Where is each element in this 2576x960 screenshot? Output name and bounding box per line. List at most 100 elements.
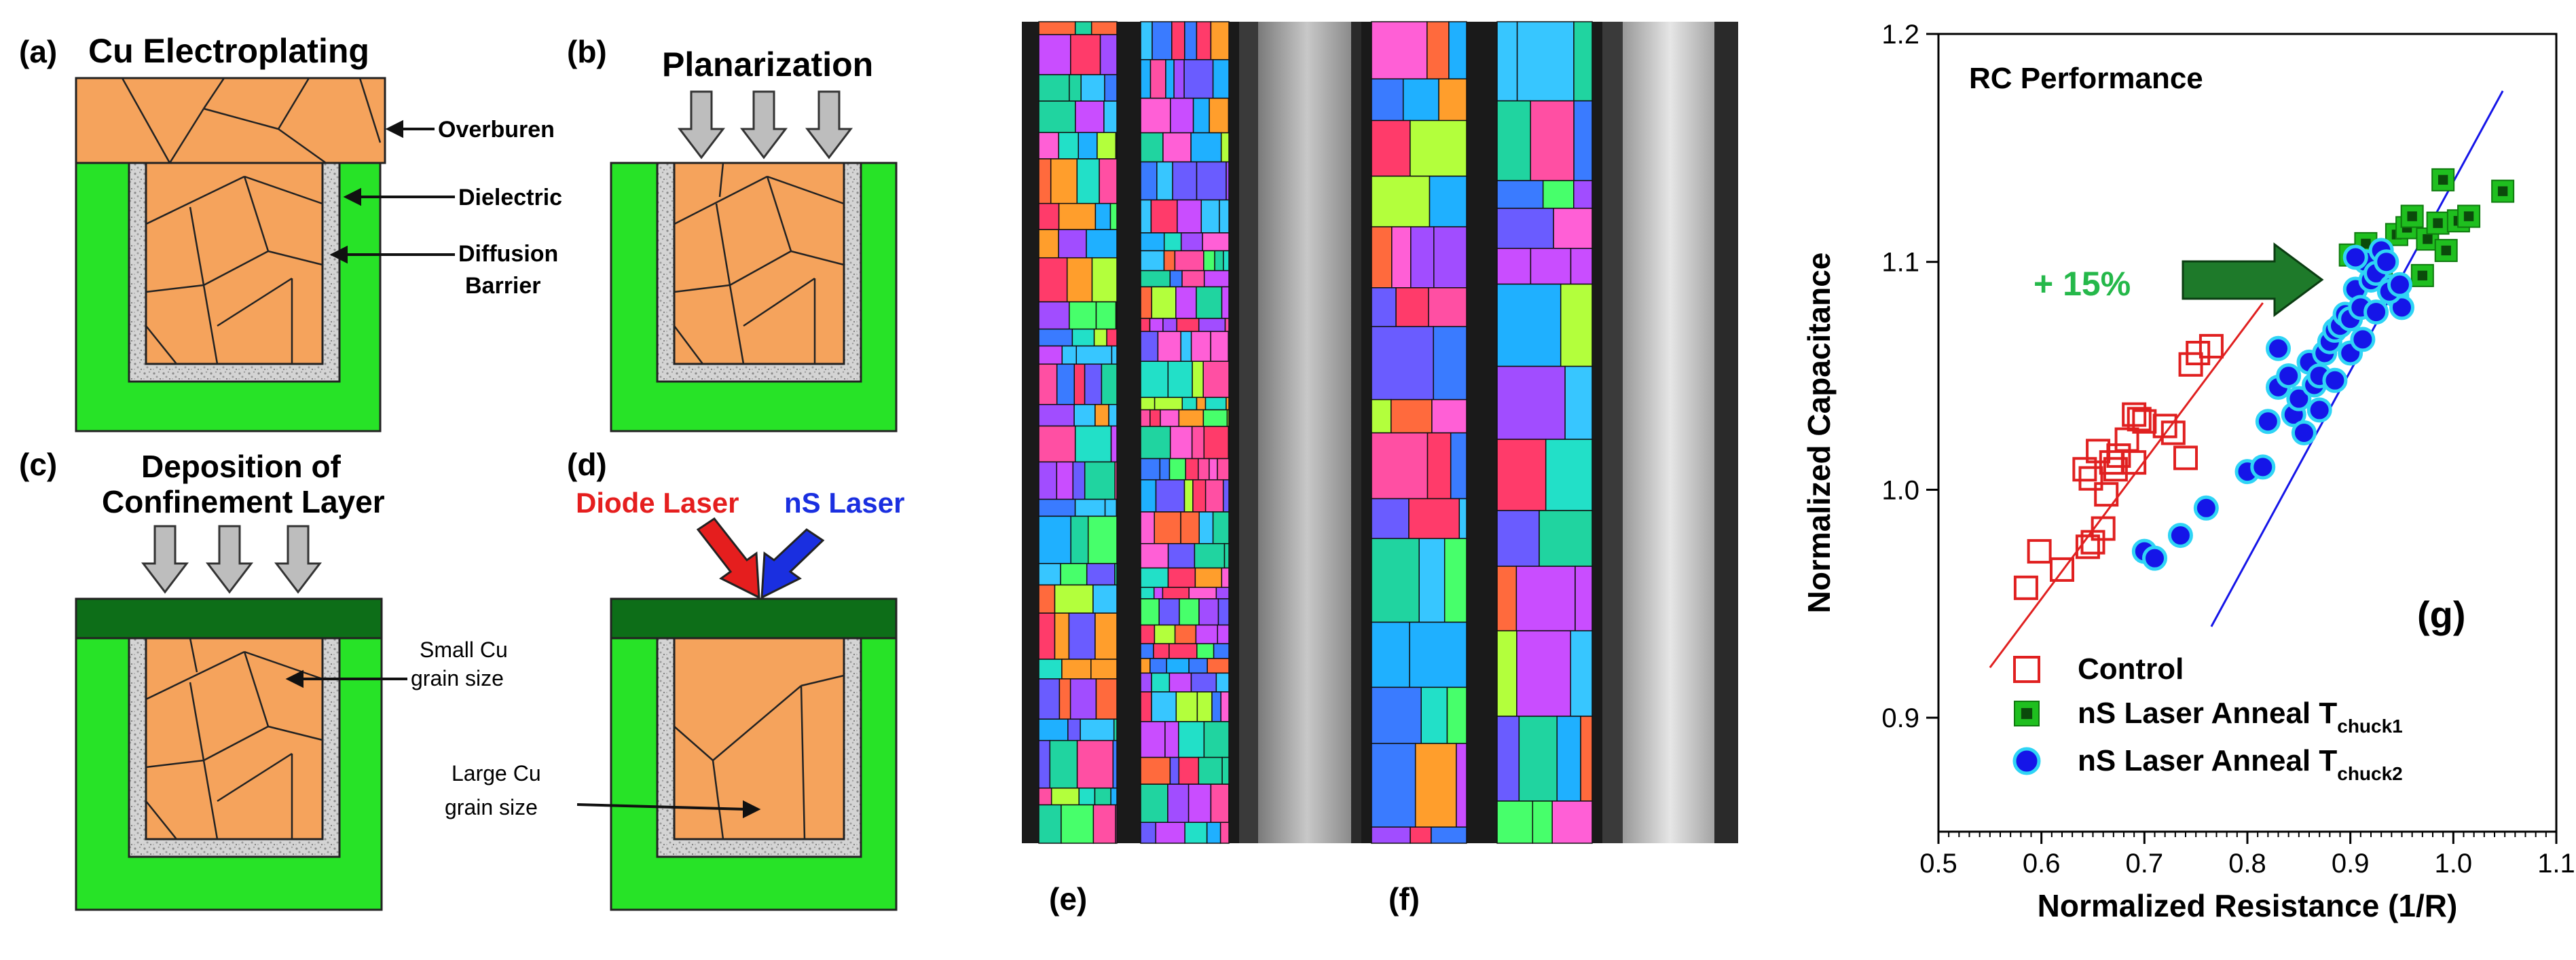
grain bbox=[1194, 544, 1224, 568]
grain bbox=[1111, 426, 1117, 462]
grain bbox=[1094, 329, 1107, 346]
grain bbox=[1075, 500, 1105, 517]
grain bbox=[1372, 433, 1428, 499]
grain bbox=[1215, 251, 1223, 270]
grain bbox=[1185, 22, 1197, 60]
grain bbox=[1162, 587, 1189, 599]
grain bbox=[1077, 159, 1099, 204]
grain bbox=[1088, 516, 1117, 564]
grain bbox=[1169, 644, 1197, 659]
grain bbox=[1182, 397, 1196, 409]
grain bbox=[1078, 741, 1114, 788]
grain bbox=[1216, 673, 1229, 692]
grain bbox=[1185, 459, 1198, 480]
grain bbox=[1141, 692, 1152, 722]
grain bbox=[1177, 200, 1202, 234]
grain bbox=[1160, 410, 1179, 427]
grain bbox=[1141, 625, 1154, 644]
grain bbox=[1212, 692, 1221, 722]
panel-f-letter: (f) bbox=[1388, 881, 1420, 917]
grain bbox=[1075, 426, 1111, 462]
grain bbox=[1396, 288, 1429, 327]
grain bbox=[1159, 599, 1179, 625]
grain bbox=[1165, 722, 1179, 758]
grain bbox=[1141, 822, 1156, 843]
grain bbox=[1095, 405, 1109, 426]
grain bbox=[1095, 613, 1117, 659]
grain bbox=[1111, 346, 1117, 365]
grain bbox=[1164, 251, 1175, 270]
grain bbox=[1114, 719, 1117, 741]
legend-subscript: chuck1 bbox=[2337, 716, 2403, 737]
dielectric-label: Dielectric bbox=[458, 185, 562, 210]
grain bbox=[1039, 613, 1055, 659]
panel-c: (c) Deposition of Confinement Layer bbox=[19, 447, 508, 910]
grain bbox=[1067, 258, 1092, 302]
grain bbox=[1181, 331, 1192, 361]
grain bbox=[1209, 459, 1217, 480]
grain bbox=[1410, 121, 1467, 177]
grain bbox=[1372, 327, 1433, 400]
grain bbox=[1204, 251, 1215, 270]
grain bbox=[1192, 426, 1204, 458]
grain bbox=[1052, 788, 1080, 805]
grain bbox=[1141, 331, 1158, 361]
grain bbox=[1181, 512, 1199, 544]
grain bbox=[1039, 229, 1059, 258]
grain bbox=[1228, 410, 1230, 427]
grain bbox=[1074, 405, 1095, 426]
grain bbox=[1111, 788, 1117, 805]
panel-g-letter: (g) bbox=[2417, 593, 2466, 636]
chart-title: RC Performance bbox=[1969, 62, 2203, 95]
grain bbox=[1055, 613, 1069, 659]
grain bbox=[1113, 741, 1117, 788]
grain bbox=[1105, 500, 1117, 517]
grain bbox=[1039, 75, 1069, 101]
grain bbox=[1214, 644, 1229, 659]
grain bbox=[1211, 784, 1229, 822]
grain bbox=[1193, 480, 1206, 512]
x-tick-label: 0.7 bbox=[2126, 849, 2164, 879]
grain bbox=[1154, 625, 1175, 644]
grain bbox=[1141, 318, 1150, 331]
grain bbox=[1179, 758, 1198, 784]
grain bbox=[1189, 587, 1216, 599]
grain bbox=[1168, 361, 1192, 397]
grain bbox=[1213, 60, 1229, 98]
grain bbox=[1152, 692, 1176, 722]
grain bbox=[1141, 644, 1154, 659]
grain bbox=[1059, 204, 1096, 229]
grain bbox=[1092, 258, 1118, 302]
grain bbox=[1448, 687, 1467, 743]
grain bbox=[1093, 805, 1116, 844]
grain bbox=[1071, 35, 1101, 75]
grain bbox=[1217, 625, 1229, 644]
barrier-label-1: Diffusion bbox=[458, 241, 558, 267]
grain bbox=[1039, 35, 1071, 75]
grain bbox=[1056, 462, 1073, 499]
grain bbox=[1085, 462, 1116, 499]
gain-annotation: + 15% bbox=[2034, 244, 2322, 315]
grain bbox=[1095, 788, 1111, 805]
panel-c-letter: (c) bbox=[19, 447, 57, 482]
grain bbox=[1439, 79, 1467, 120]
grain bbox=[1209, 98, 1228, 133]
grain bbox=[1185, 480, 1193, 512]
y-tick-label: 0.9 bbox=[1881, 703, 1919, 733]
grain bbox=[1226, 162, 1229, 200]
grain bbox=[1449, 22, 1467, 79]
x-tick-label: 0.6 bbox=[2023, 849, 2061, 879]
grain bbox=[1116, 805, 1117, 844]
grain bbox=[1372, 743, 1416, 827]
point-tchuck1 bbox=[2435, 240, 2457, 261]
point-control bbox=[2014, 657, 2039, 682]
grain bbox=[1170, 758, 1179, 784]
grain bbox=[1181, 233, 1202, 251]
grain bbox=[1223, 251, 1229, 270]
grain bbox=[1062, 659, 1091, 679]
grain bbox=[1171, 98, 1194, 133]
grain bbox=[1141, 599, 1159, 625]
grain bbox=[1097, 132, 1116, 159]
